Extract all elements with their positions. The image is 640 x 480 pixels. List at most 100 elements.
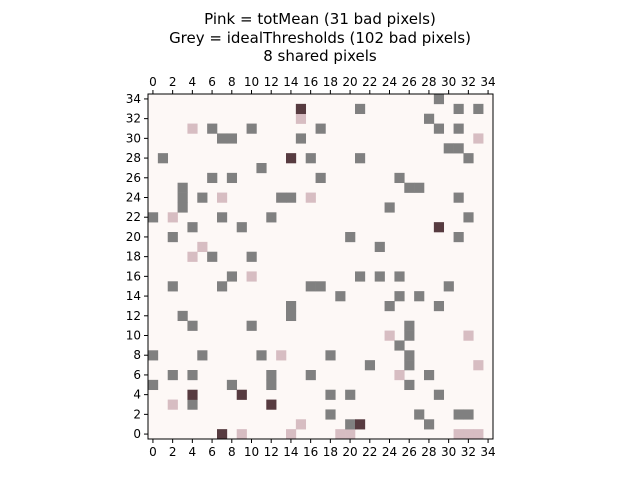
grey-pixel-83 (404, 379, 415, 391)
grey-pixel-52 (305, 281, 316, 292)
x-tick-label-top-11: 22 (362, 75, 377, 89)
grey-pixel-36 (266, 212, 277, 223)
y-tick-label-16: 32 (126, 112, 141, 126)
x-tick-label-top-0: 0 (149, 75, 157, 89)
grey-pixel-62 (286, 310, 297, 322)
pink-pixel-17 (286, 429, 297, 440)
grey-pixel-90 (453, 409, 464, 420)
grey-pixel-67 (394, 340, 405, 351)
grey-pixel-88 (325, 409, 336, 420)
grey-pixel-20 (207, 172, 218, 184)
pink-pixel-7 (187, 251, 198, 262)
grey-pixel-40 (167, 232, 178, 243)
x-tick-label-top-4: 8 (228, 75, 236, 89)
grey-pixel-23 (394, 172, 405, 184)
grey-pixel-60 (433, 301, 445, 312)
x-tick-label-bottom-10: 20 (342, 445, 357, 459)
grey-pixel-82 (266, 379, 277, 391)
pink-pixel-6 (197, 241, 208, 253)
pink-pixel-19 (345, 429, 356, 440)
y-tick-label-3: 6 (133, 368, 141, 382)
grey-pixel-6 (246, 123, 257, 134)
y-tick-label-9: 18 (126, 250, 141, 264)
grey-pixel-12 (295, 133, 307, 144)
grey-pixel-80 (148, 379, 159, 391)
x-tick-label-bottom-9: 18 (323, 445, 338, 459)
grey-pixel-43 (374, 241, 385, 253)
pink-pixel-20 (453, 429, 464, 440)
pink-pixel-5 (167, 212, 178, 223)
grey-pixel-89 (414, 409, 425, 420)
shared-pixel-3 (187, 389, 198, 400)
grey-pixel-55 (335, 291, 346, 302)
pink-pixel-1 (295, 113, 307, 124)
grey-pixel-85 (345, 389, 356, 400)
grey-pixel-84 (325, 389, 336, 400)
grey-pixel-15 (157, 153, 169, 164)
grey-pixel-46 (226, 271, 238, 282)
grey-pixel-29 (276, 192, 287, 203)
grey-pixel-59 (384, 301, 395, 312)
x-tick-label-top-1: 2 (169, 75, 177, 89)
x-tick-label-top-10: 20 (342, 75, 357, 89)
grey-pixel-38 (187, 222, 198, 233)
grey-pixel-1 (355, 103, 366, 115)
grey-pixel-39 (236, 222, 247, 233)
pink-pixel-22 (473, 429, 484, 440)
grey-pixel-13 (443, 143, 454, 154)
plot-border (147, 93, 494, 440)
x-tick-label-bottom-5: 10 (244, 445, 259, 459)
grey-pixel-50 (167, 281, 178, 292)
grey-pixel-73 (364, 360, 376, 371)
pink-pixel-11 (463, 330, 474, 341)
x-tick-label-top-14: 28 (421, 75, 436, 89)
grey-pixel-93 (424, 419, 435, 430)
axis-ticks: 0 2 4 6 8 10 12 14 16 18 20 22 24 26 28 30 32 340 2 4 6 8 10 12… (126, 75, 496, 459)
grey-pixel-3 (473, 103, 484, 115)
grey-pixel-10 (217, 133, 228, 144)
y-tick-label-7: 14 (126, 289, 141, 303)
plot-background (148, 94, 493, 439)
grey-pixel-61 (177, 310, 188, 322)
pixel-cells (148, 94, 484, 440)
chart-title-line-3: 8 shared pixels (263, 47, 377, 65)
grey-pixel-78 (305, 370, 316, 381)
pink-pixel-0 (187, 123, 198, 134)
x-tick-label-bottom-2: 4 (189, 445, 197, 459)
shared-pixel-0 (295, 103, 307, 115)
shared-pixel-6 (355, 419, 366, 430)
grey-pixel-71 (325, 350, 336, 361)
x-tick-label-top-2: 4 (189, 75, 197, 89)
grey-pixel-81 (226, 379, 238, 391)
grey-pixel-87 (187, 399, 198, 410)
grey-pixel-5 (207, 123, 218, 134)
pink-pixel-2 (473, 133, 484, 144)
x-tick-label-bottom-17: 34 (480, 445, 495, 459)
grey-pixel-21 (226, 172, 238, 184)
x-tick-label-top-16: 32 (461, 75, 476, 89)
grey-pixel-72 (404, 350, 415, 361)
pink-pixel-14 (167, 399, 178, 410)
grey-pixel-33 (384, 202, 395, 213)
grey-pixel-66 (404, 330, 415, 341)
x-tick-label-bottom-0: 0 (149, 445, 157, 459)
x-tick-label-bottom-14: 28 (421, 445, 436, 459)
grey-pixel-9 (453, 123, 464, 134)
grey-pixel-17 (355, 153, 366, 164)
grey-pixel-34 (148, 212, 159, 223)
grey-pixel-37 (463, 212, 474, 223)
grey-pixel-35 (217, 212, 228, 223)
grey-pixel-25 (404, 182, 415, 193)
grey-pixel-49 (394, 271, 405, 282)
grey-pixel-30 (286, 192, 297, 203)
x-tick-label-bottom-13: 26 (402, 445, 417, 459)
shared-pixel-7 (217, 429, 228, 440)
pink-pixel-9 (276, 350, 287, 361)
x-tick-label-top-17: 34 (480, 75, 495, 89)
grey-pixel-75 (167, 370, 178, 381)
grey-pixel-77 (266, 370, 277, 381)
grey-pixel-19 (256, 163, 267, 174)
y-tick-label-0: 0 (133, 427, 141, 441)
